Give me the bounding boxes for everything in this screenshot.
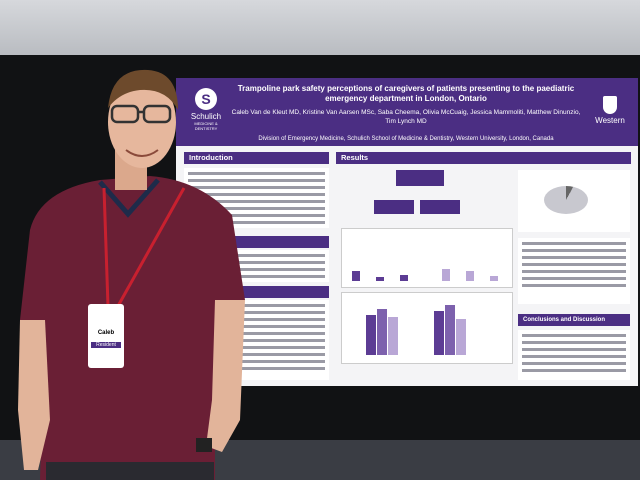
shirt-collar [98,178,160,218]
introduction-heading: Introduction [184,152,329,164]
glasses-left-lens [110,104,140,124]
schulich-logo: S Schulich MEDICINE & DENTISTRY [186,88,226,131]
pants [46,462,214,480]
perception-pie-chart [544,186,588,214]
conclusions-heading: Conclusions and Discussion [518,314,630,326]
results-heading: Results [336,152,631,164]
results-bullets [518,238,630,304]
ceiling [0,0,640,55]
shirt [20,176,245,480]
western-logo-text: Western [595,116,625,125]
demographics-panel [341,228,513,288]
poster-title: Trampoline park safety perceptions of ca… [237,84,575,103]
name-badge: Caleb Resident [88,304,124,368]
badge-name: Caleb [97,330,115,336]
flow-box-top [396,170,444,186]
hair [108,69,178,110]
flow-box-right [420,200,460,214]
watch [196,438,212,452]
awareness-chart [341,292,513,364]
schulich-logo-subtext: MEDICINE & DENTISTRY [194,121,218,131]
lanyard [102,187,186,307]
face [108,76,176,168]
schulich-logo-text: Schulich [190,112,222,121]
left-arm [18,320,50,470]
western-logo: Western [590,96,630,125]
poster-department: Division of Emergency Medicine, Schulich… [258,136,554,142]
poster-header: S Schulich MEDICINE & DENTISTRY Trampoli… [176,78,638,146]
right-arm [206,300,245,452]
badge-role: Resident [91,342,121,348]
conclusions-text [518,330,630,380]
flow-box-left [374,200,414,214]
poster-authors: Caleb Van de Kleut MD, Kristine Van Aars… [231,109,581,125]
glasses-right-lens [142,104,172,124]
smile [125,149,159,157]
